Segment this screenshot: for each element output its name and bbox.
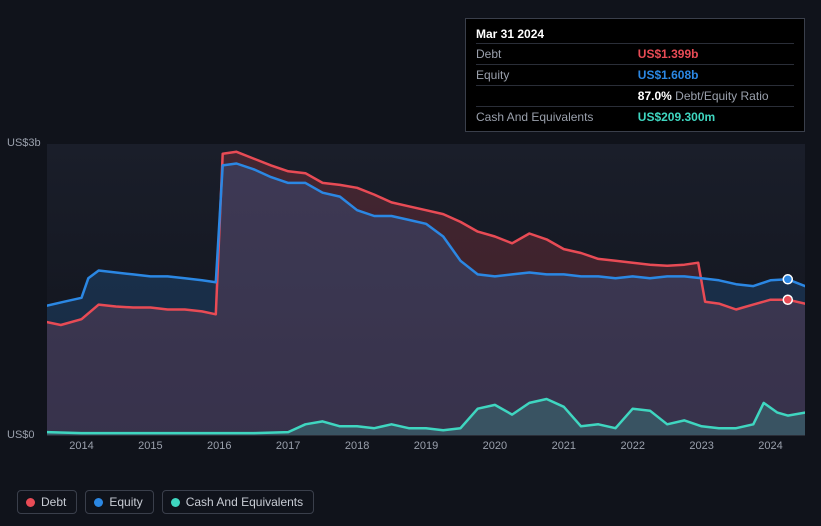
legend-color-dot	[171, 498, 180, 507]
legend-item[interactable]: Cash And Equivalents	[162, 490, 314, 514]
tooltip-date: Mar 31 2024	[476, 25, 794, 43]
tooltip-row-value: US$1.399b	[638, 44, 794, 65]
x-tick-label: 2016	[207, 440, 231, 452]
x-tick-label: 2017	[276, 440, 300, 452]
chart-plot-area	[47, 144, 805, 436]
financial-history-chart[interactable]: US$0US$3b 201420152016201720182019202020…	[17, 124, 805, 484]
legend-color-dot	[26, 498, 35, 507]
x-tick-label: 2020	[483, 440, 507, 452]
legend-item[interactable]: Debt	[17, 490, 77, 514]
chart-tooltip: Mar 31 2024 DebtUS$1.399bEquityUS$1.608b…	[465, 18, 805, 132]
tooltip-row-label: Cash And Equivalents	[476, 107, 638, 128]
tooltip-row-label: Debt	[476, 44, 638, 65]
x-tick-label: 2018	[345, 440, 369, 452]
tooltip-row-value: 87.0% Debt/Equity Ratio	[638, 86, 794, 107]
chart-legend: Debt Equity Cash And Equivalents	[17, 490, 314, 514]
tooltip-row-label: Equity	[476, 65, 638, 86]
legend-label: Cash And Equivalents	[186, 495, 303, 509]
tooltip-row-value: US$1.608b	[638, 65, 794, 86]
legend-label: Equity	[109, 495, 142, 509]
x-tick-label: 2024	[758, 440, 782, 452]
y-tick-label: US$3b	[7, 137, 47, 149]
tooltip-row-value: US$209.300m	[638, 107, 794, 128]
legend-label: Debt	[41, 495, 66, 509]
tooltip-row-label	[476, 86, 638, 107]
tooltip-table: DebtUS$1.399bEquityUS$1.608b87.0% Debt/E…	[476, 43, 794, 127]
y-tick-label: US$0	[7, 429, 47, 441]
legend-color-dot	[94, 498, 103, 507]
legend-item[interactable]: Equity	[85, 490, 153, 514]
x-tick-label: 2019	[414, 440, 438, 452]
x-tick-label: 2015	[138, 440, 162, 452]
x-tick-label: 2023	[689, 440, 713, 452]
x-tick-label: 2014	[69, 440, 93, 452]
x-tick-label: 2022	[620, 440, 644, 452]
x-tick-label: 2021	[552, 440, 576, 452]
x-axis-ticks: 2014 2015 2016 2017 2018 2019 2020 2021 2022 2023…	[47, 440, 805, 458]
